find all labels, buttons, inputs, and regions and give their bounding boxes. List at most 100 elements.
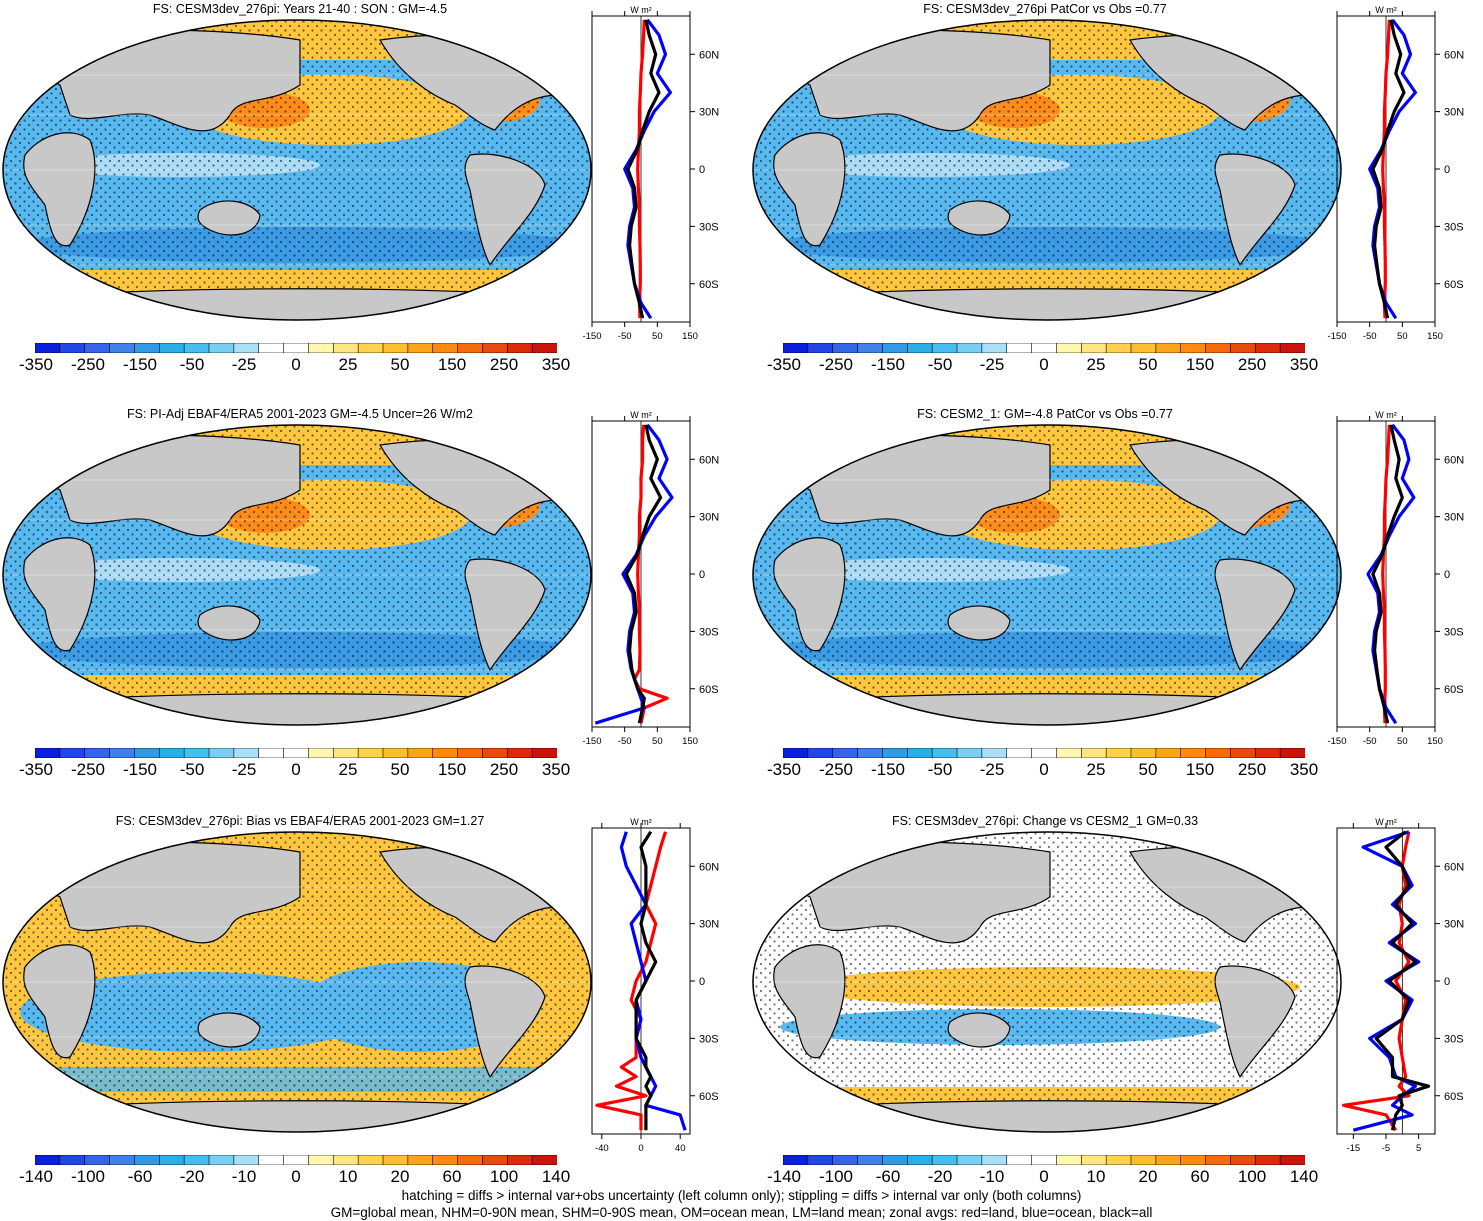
australia-land xyxy=(947,200,1011,236)
cb-label: 350 xyxy=(1289,355,1319,374)
cb-label: -20 xyxy=(179,1167,205,1186)
x-tick-label: 150 xyxy=(1427,331,1443,342)
cb-label: -50 xyxy=(927,355,953,374)
colorbar-swatch xyxy=(109,747,136,759)
colorbar-swatch xyxy=(782,342,809,354)
colorbar-swatch xyxy=(1180,1154,1207,1166)
x-tick-label: 40 xyxy=(675,1143,686,1154)
panel-p1: FS: CESM3dev_276pi: Years 21-40 : SON : … xyxy=(0,0,740,400)
x-tick-label: -50 xyxy=(1363,331,1377,342)
colorbar-swatch xyxy=(59,747,86,759)
cb-label: -350 xyxy=(18,760,54,779)
cb-label: 250 xyxy=(489,355,519,374)
colorbar-swatch xyxy=(183,747,210,759)
colorbar-swatch xyxy=(357,342,384,354)
colorbar-labels: -350 -250 -150 -50 -25 0 25 50 150 250 350 xyxy=(758,760,1330,780)
x-tick-label: -150 xyxy=(582,736,601,747)
lat-label: 30S xyxy=(1444,221,1464,233)
colorbar-swatch xyxy=(233,1154,260,1166)
robinson-map xyxy=(0,15,595,325)
colorbar-swatch xyxy=(1031,747,1058,759)
zonal-svg: W m² 60N 30N 0 30S 60S -40 0 40 xyxy=(591,817,719,1154)
colorbar-swatch xyxy=(134,747,161,759)
colorbar-swatch xyxy=(956,342,983,354)
map-field xyxy=(3,425,591,725)
lat-label: 30N xyxy=(1444,512,1464,524)
cb-label: 100 xyxy=(1237,1167,1267,1186)
colorbar-swatch xyxy=(158,747,185,759)
cb-label: 20 xyxy=(390,1167,410,1186)
cb-label: 10 xyxy=(1086,1167,1106,1186)
cb-label: -60 xyxy=(127,1167,153,1186)
series-line-all xyxy=(634,830,658,1131)
lat-label: 60S xyxy=(699,1091,719,1103)
zonal-svg: W m² 60N 30N 0 30S 60S -15 -5 5 xyxy=(1336,817,1464,1154)
robinson-map xyxy=(0,827,595,1137)
cb-label: 50 xyxy=(1138,760,1158,779)
colorbar-swatch xyxy=(1080,747,1107,759)
australia-land xyxy=(947,1012,1011,1048)
colorbar xyxy=(34,1152,558,1166)
australia-land xyxy=(197,200,261,236)
colorbar-swatch xyxy=(59,342,86,354)
cb-label: 250 xyxy=(1237,760,1267,779)
unit-label: W m² xyxy=(630,5,652,15)
cb-label: -250 xyxy=(70,760,106,779)
cb-label: 50 xyxy=(1138,355,1158,374)
robinson-map xyxy=(750,420,1345,730)
colorbar-swatch xyxy=(906,342,933,354)
cb-label: 250 xyxy=(489,760,519,779)
colorbar-swatch xyxy=(857,747,884,759)
colorbar-swatch xyxy=(981,747,1008,759)
cb-label: 25 xyxy=(1086,355,1106,374)
colorbar-swatch xyxy=(1279,342,1306,354)
colorbar-swatch xyxy=(1080,1154,1107,1166)
unit-label: W m² xyxy=(630,410,652,420)
colorbar-swatch xyxy=(1130,747,1157,759)
unit-label: W m² xyxy=(1375,817,1397,827)
cb-label: 0 xyxy=(1039,1167,1049,1186)
colorbar-swatch xyxy=(1155,747,1182,759)
zonal-mean-plot: W m² 60N 30N 0 30S 60S -40 0 40 xyxy=(578,816,738,1162)
colorbar-swatch xyxy=(1230,342,1257,354)
colorbar-swatch xyxy=(34,1154,61,1166)
colorbar-swatch xyxy=(981,1154,1008,1166)
colorbar-swatch xyxy=(807,342,834,354)
cb-label: 60 xyxy=(1190,1167,1210,1186)
cb-label: 0 xyxy=(291,1167,301,1186)
colorbar-swatch xyxy=(857,342,884,354)
colorbar-swatch xyxy=(283,342,310,354)
colorbar-swatch xyxy=(34,747,61,759)
lat-label: 0 xyxy=(1444,976,1450,988)
colorbar-swatch xyxy=(258,342,285,354)
cb-label: -25 xyxy=(979,760,1005,779)
africa-land xyxy=(23,132,96,247)
colorbar-swatch xyxy=(931,747,958,759)
x-tick-label: 150 xyxy=(682,331,698,342)
cb-label: 25 xyxy=(338,355,358,374)
colorbar-swatch xyxy=(1230,747,1257,759)
colorbar-swatch xyxy=(1180,342,1207,354)
map-border xyxy=(752,831,1342,1133)
colorbar-swatch xyxy=(981,342,1008,354)
lat-label: 60N xyxy=(1444,49,1464,61)
colorbar-swatch xyxy=(1155,342,1182,354)
cb-label: 140 xyxy=(541,1167,571,1186)
colorbar-swatch xyxy=(1205,342,1232,354)
x-tick-label: -150 xyxy=(1327,736,1346,747)
cb-label: -140 xyxy=(766,1167,802,1186)
cb-label: 350 xyxy=(541,355,571,374)
cb-label: -25 xyxy=(231,760,257,779)
colorbar-swatch xyxy=(183,1154,210,1166)
map-border xyxy=(2,831,592,1133)
lat-label: 30S xyxy=(699,221,719,233)
cb-label: -10 xyxy=(979,1167,1005,1186)
colorbar-swatch xyxy=(782,1154,809,1166)
colorbar-swatch xyxy=(382,747,409,759)
colorbar-swatch xyxy=(482,747,509,759)
colorbar xyxy=(34,745,558,759)
colorbar-swatch xyxy=(906,1154,933,1166)
colorbar-swatch xyxy=(407,342,434,354)
unit-label: W m² xyxy=(630,817,652,827)
colorbar-swatch xyxy=(332,342,359,354)
